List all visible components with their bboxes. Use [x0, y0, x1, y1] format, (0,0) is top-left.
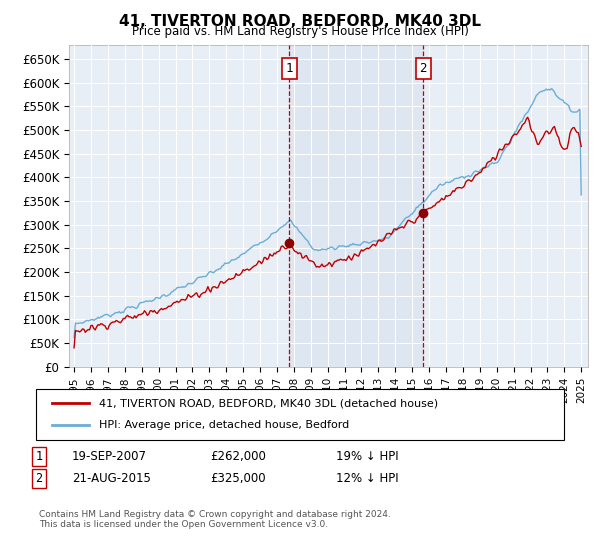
Text: 2: 2 [35, 472, 43, 486]
Text: 2: 2 [419, 62, 427, 75]
Text: 12% ↓ HPI: 12% ↓ HPI [336, 472, 398, 486]
Text: £325,000: £325,000 [210, 472, 266, 486]
Text: 19% ↓ HPI: 19% ↓ HPI [336, 450, 398, 463]
Text: 41, TIVERTON ROAD, BEDFORD, MK40 3DL: 41, TIVERTON ROAD, BEDFORD, MK40 3DL [119, 14, 481, 29]
Text: 19-SEP-2007: 19-SEP-2007 [72, 450, 147, 463]
Text: Contains HM Land Registry data © Crown copyright and database right 2024.
This d: Contains HM Land Registry data © Crown c… [39, 510, 391, 529]
FancyBboxPatch shape [36, 389, 564, 440]
Text: Price paid vs. HM Land Registry's House Price Index (HPI): Price paid vs. HM Land Registry's House … [131, 25, 469, 38]
Text: 41, TIVERTON ROAD, BEDFORD, MK40 3DL (detached house): 41, TIVERTON ROAD, BEDFORD, MK40 3DL (de… [100, 398, 439, 408]
Text: 1: 1 [286, 62, 293, 75]
Bar [289, 45, 423, 367]
Text: £262,000: £262,000 [210, 450, 266, 463]
Text: HPI: Average price, detached house, Bedford: HPI: Average price, detached house, Bedf… [100, 421, 350, 431]
Text: 1: 1 [35, 450, 43, 463]
Text: 21-AUG-2015: 21-AUG-2015 [72, 472, 151, 486]
